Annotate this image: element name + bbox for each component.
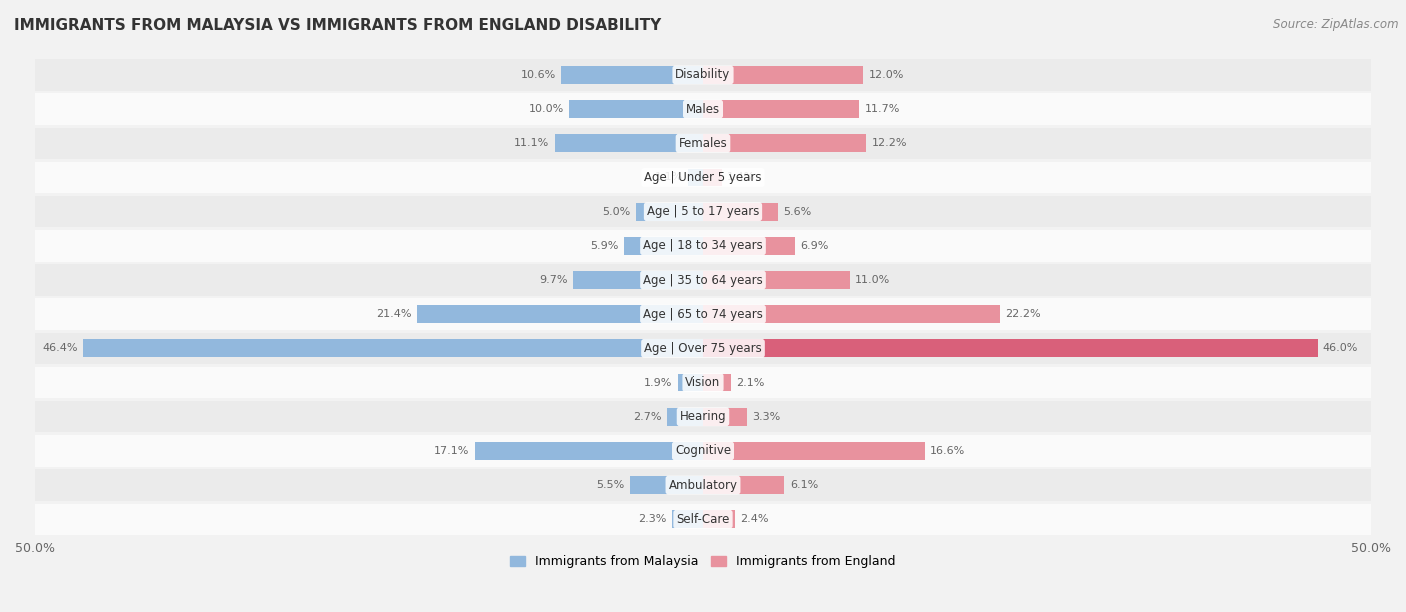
Text: 11.1%: 11.1% [515,138,550,148]
Bar [666,408,703,425]
Text: 6.1%: 6.1% [790,480,818,490]
Text: 5.0%: 5.0% [603,207,631,217]
Bar [574,271,703,289]
Bar [83,340,703,357]
Text: Age | Over 75 years: Age | Over 75 years [644,342,762,355]
Bar [35,367,1371,398]
Text: 1.9%: 1.9% [644,378,672,387]
Bar [35,94,1371,125]
Text: 2.3%: 2.3% [638,514,666,524]
Bar [703,100,859,118]
Text: 5.5%: 5.5% [596,480,624,490]
Text: Source: ZipAtlas.com: Source: ZipAtlas.com [1274,18,1399,31]
Text: Age | 35 to 64 years: Age | 35 to 64 years [643,274,763,286]
Bar [35,59,1371,91]
Text: 3.3%: 3.3% [752,412,780,422]
Text: 1.1%: 1.1% [655,173,683,182]
Bar [703,135,866,152]
Text: Age | 5 to 17 years: Age | 5 to 17 years [647,205,759,218]
Bar [703,237,796,255]
Text: 5.9%: 5.9% [591,241,619,251]
Bar [555,135,703,152]
Text: 1.4%: 1.4% [727,173,755,182]
Bar [569,100,703,118]
Text: 2.4%: 2.4% [741,514,769,524]
Text: 11.7%: 11.7% [865,104,900,114]
Bar [418,305,703,323]
Bar [35,230,1371,261]
Text: Age | 65 to 74 years: Age | 65 to 74 years [643,308,763,321]
Text: 17.1%: 17.1% [434,446,470,456]
Bar [678,374,703,392]
Text: 16.6%: 16.6% [931,446,966,456]
Text: 6.9%: 6.9% [800,241,830,251]
Legend: Immigrants from Malaysia, Immigrants from England: Immigrants from Malaysia, Immigrants fro… [505,550,901,573]
Bar [475,442,703,460]
Bar [636,203,703,220]
Bar [703,305,1000,323]
Text: 10.0%: 10.0% [529,104,564,114]
Bar [35,401,1371,433]
Text: 12.0%: 12.0% [869,70,904,80]
Text: Males: Males [686,103,720,116]
Bar [35,264,1371,296]
Text: 46.4%: 46.4% [42,343,77,353]
Bar [703,510,735,528]
Text: 12.2%: 12.2% [872,138,907,148]
Text: Age | 18 to 34 years: Age | 18 to 34 years [643,239,763,252]
Text: 10.6%: 10.6% [520,70,555,80]
Text: 11.0%: 11.0% [855,275,890,285]
Bar [703,168,721,187]
Text: Cognitive: Cognitive [675,444,731,457]
Bar [35,196,1371,228]
Text: Age | Under 5 years: Age | Under 5 years [644,171,762,184]
Text: Hearing: Hearing [679,410,727,424]
Bar [35,504,1371,535]
Bar [35,299,1371,330]
Bar [35,333,1371,364]
Bar [624,237,703,255]
Bar [703,340,1317,357]
Bar [689,168,703,187]
Bar [703,374,731,392]
Bar [672,510,703,528]
Bar [630,476,703,494]
Text: Ambulatory: Ambulatory [668,479,738,491]
Bar [35,127,1371,159]
Bar [561,66,703,84]
Text: Females: Females [679,137,727,150]
Text: 21.4%: 21.4% [377,309,412,319]
Bar [35,162,1371,193]
Text: Disability: Disability [675,69,731,81]
Bar [35,469,1371,501]
Bar [703,66,863,84]
Text: 9.7%: 9.7% [540,275,568,285]
Text: 5.6%: 5.6% [783,207,811,217]
Text: Self-Care: Self-Care [676,513,730,526]
Text: 2.7%: 2.7% [633,412,662,422]
Bar [703,408,747,425]
Text: Vision: Vision [685,376,721,389]
Bar [703,442,925,460]
Text: IMMIGRANTS FROM MALAYSIA VS IMMIGRANTS FROM ENGLAND DISABILITY: IMMIGRANTS FROM MALAYSIA VS IMMIGRANTS F… [14,18,661,34]
Text: 46.0%: 46.0% [1323,343,1358,353]
Bar [703,271,851,289]
Bar [35,435,1371,466]
Text: 22.2%: 22.2% [1005,309,1040,319]
Bar [703,476,785,494]
Text: 2.1%: 2.1% [737,378,765,387]
Bar [703,203,778,220]
